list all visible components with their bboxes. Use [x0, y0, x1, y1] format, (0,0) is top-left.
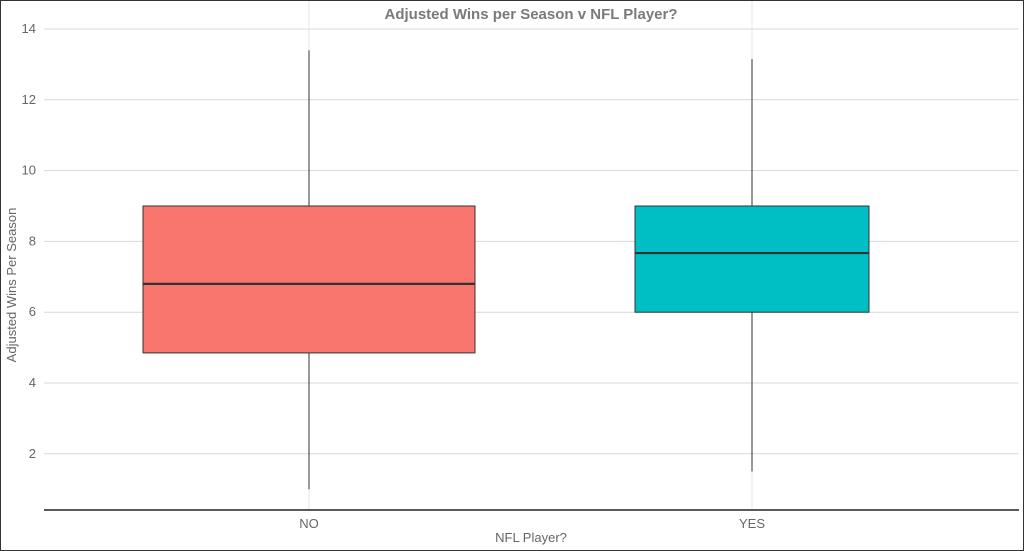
y-tick-label: 12 — [22, 92, 36, 107]
y-tick-label: 14 — [22, 21, 36, 36]
x-tick-labels: NO YES — [299, 516, 765, 531]
y-axis-label: Adjusted Wins Per Season — [4, 208, 19, 363]
y-tick-label: 4 — [29, 375, 36, 390]
x-tick-label-yes: YES — [739, 516, 765, 531]
boxes — [142, 50, 870, 490]
y-tick-labels: 2 4 6 8 10 12 14 — [22, 21, 36, 461]
iqr-box-yes — [634, 205, 870, 313]
x-tick-label-no: NO — [299, 516, 319, 531]
y-tick-label: 8 — [29, 233, 36, 248]
y-tick-label: 10 — [22, 163, 36, 178]
x-axis-label: NFL Player? — [495, 530, 567, 545]
chart-title: Adjusted Wins per Season v NFL Player? — [385, 6, 678, 23]
box-no — [142, 50, 476, 490]
iqr-box-no — [142, 205, 476, 354]
y-tick-label: 6 — [29, 304, 36, 319]
y-tick-label: 2 — [29, 446, 36, 461]
box-yes — [634, 59, 870, 472]
